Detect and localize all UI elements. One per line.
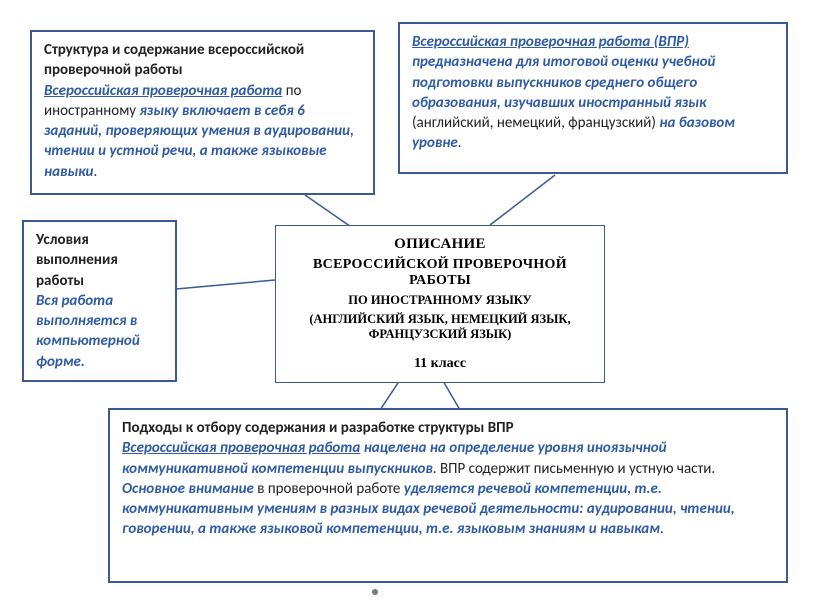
center-sub1: ПО ИНОСТРАННОМУ ЯЗЫКУ bbox=[292, 293, 588, 308]
box-approaches-p2-black1: в проверочной работе bbox=[254, 480, 404, 498]
box-structure-link: Всероссийская проверочная работа bbox=[44, 82, 282, 100]
box-purpose-black: (английский, немецкий, французский) bbox=[412, 114, 659, 132]
center-title2: ВСЕРОССИЙСКОЙ ПРОВЕРОЧНОЙ РАБОТЫ bbox=[292, 257, 588, 289]
box-purpose-link: Всероссийская проверочная работа (ВПР) bbox=[412, 33, 689, 51]
box-conditions: Условия выполнения работы Вся работа вып… bbox=[22, 220, 177, 382]
center-grade: 11 класс bbox=[292, 356, 588, 372]
box-approaches-heading: Подходы к отбору содержания и разработке… bbox=[122, 419, 514, 437]
box-structure: Структура и содержание всероссийской про… bbox=[30, 30, 375, 195]
box-approaches-p1-link: Всероссийская проверочная работа bbox=[122, 439, 360, 457]
box-approaches-p2-trail: . bbox=[660, 520, 664, 538]
box-purpose-trail: . bbox=[458, 134, 462, 152]
center-title1: ОПИСАНИЕ bbox=[292, 236, 588, 253]
box-purpose-blue1: предназначена для итоговой оценки учебно… bbox=[412, 53, 715, 112]
box-conditions-heading: Условия выполнения работы bbox=[36, 231, 118, 290]
box-approaches-p1-black: . ВПР содержит письменную и устную части… bbox=[433, 460, 715, 478]
center-box: ОПИСАНИЕ ВСЕРОССИЙСКОЙ ПРОВЕРОЧНОЙ РАБОТ… bbox=[275, 225, 605, 383]
center-sub2: (АНГЛИЙСКИЙ ЯЗЫК, НЕМЕЦКИЙ ЯЗЫК, ФРАНЦУЗ… bbox=[292, 312, 588, 342]
box-purpose: Всероссийская проверочная работа (ВПР) п… bbox=[398, 22, 788, 174]
box-structure-trail: . bbox=[93, 163, 97, 181]
box-structure-heading: Структура и содержание всероссийской про… bbox=[44, 41, 304, 79]
box-approaches-p2-blue1: Основное внимание bbox=[122, 480, 254, 498]
slide-dot bbox=[372, 589, 378, 595]
box-approaches: Подходы к отбору содержания и разработке… bbox=[108, 408, 788, 583]
box-conditions-blue: Вся работа выполняется в компьютерной фо… bbox=[36, 292, 140, 371]
